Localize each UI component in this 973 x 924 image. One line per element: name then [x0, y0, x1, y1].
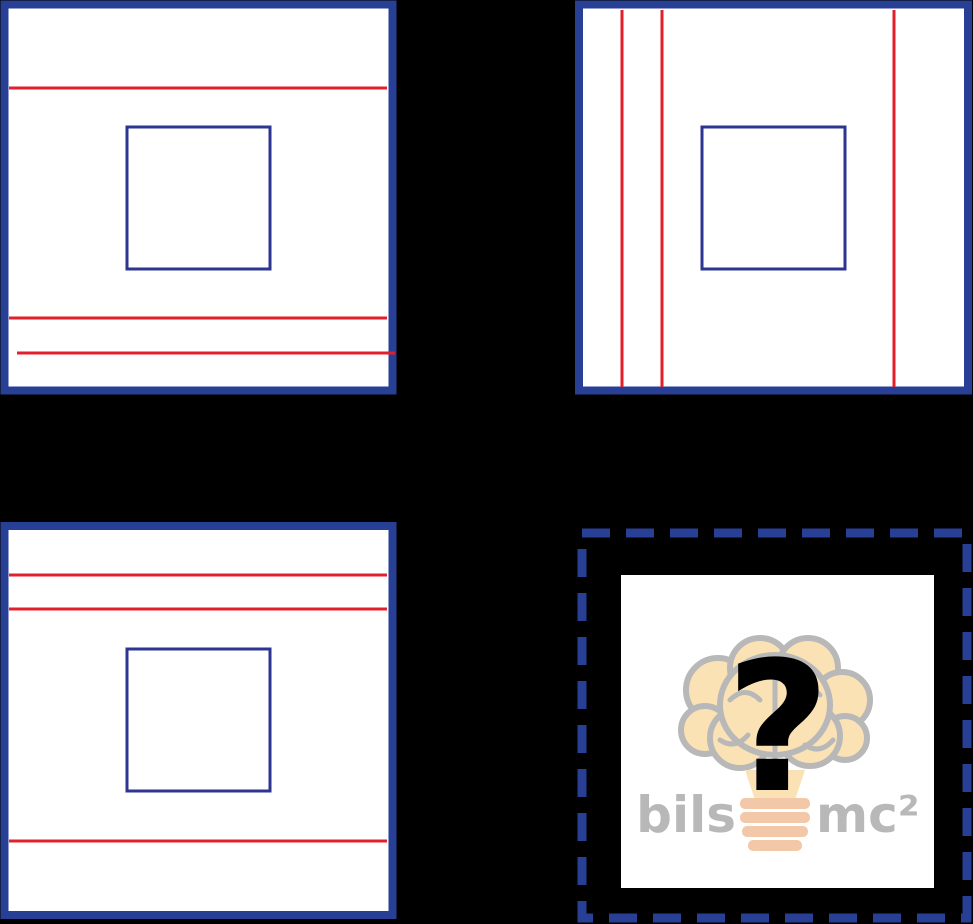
- tile-answer[interactable]: bils mc² ?: [582, 533, 967, 918]
- logo-text-right: mc²: [816, 786, 920, 844]
- tile-top-right: [579, 5, 968, 391]
- tile-frame: [5, 5, 393, 391]
- tile-frame: [5, 526, 393, 915]
- tile-frame: [579, 5, 968, 391]
- logo-text-left: bils: [636, 786, 736, 844]
- question-mark: ?: [726, 624, 830, 833]
- tile-bottom-left: [5, 526, 393, 915]
- tile-top-left: [5, 5, 396, 391]
